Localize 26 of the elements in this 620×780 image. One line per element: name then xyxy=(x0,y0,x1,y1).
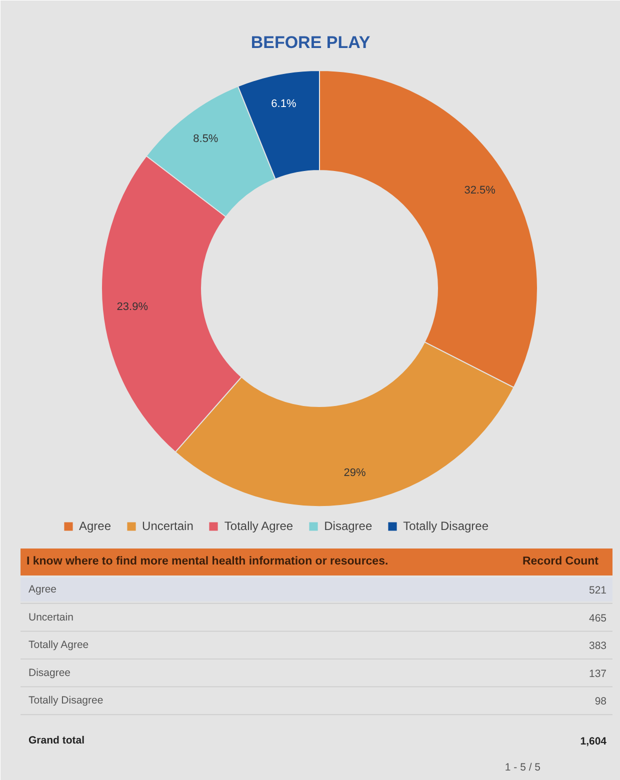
slice-label: Uncertain xyxy=(28,611,74,624)
text: 137 xyxy=(588,668,607,680)
text: 1 - 5 / 5 xyxy=(504,762,541,774)
legend-label: Agree xyxy=(79,519,112,533)
legend-label: Uncertain xyxy=(142,519,194,533)
data-label: 23.9% xyxy=(116,300,148,313)
category-label: Totally Disagree xyxy=(28,694,104,707)
text: Record Count xyxy=(522,556,599,568)
text: 98 xyxy=(594,696,607,708)
category-label: Disagree xyxy=(28,666,71,679)
text: I know where to find more mental health information or resources. xyxy=(26,556,388,568)
data-label: 29% xyxy=(344,467,366,480)
legend-label: Totally Disagree xyxy=(403,519,489,533)
text: 1,604 xyxy=(580,736,607,748)
legend-label: Disagree xyxy=(324,519,372,533)
category-label: Agree xyxy=(28,584,57,596)
data-label: 32.5% xyxy=(464,184,496,196)
text: 465 xyxy=(588,612,607,624)
chart-title: BEFORE PLAY xyxy=(250,33,371,52)
text: Grand total xyxy=(28,734,85,746)
text: 521 xyxy=(588,584,607,596)
category-label: Totally Agree xyxy=(28,639,89,652)
text: 383 xyxy=(588,640,607,652)
legend-label: Totally Agree xyxy=(224,519,294,533)
data-label: 8.5% xyxy=(193,132,218,145)
data-label: 6.1% xyxy=(271,98,296,110)
